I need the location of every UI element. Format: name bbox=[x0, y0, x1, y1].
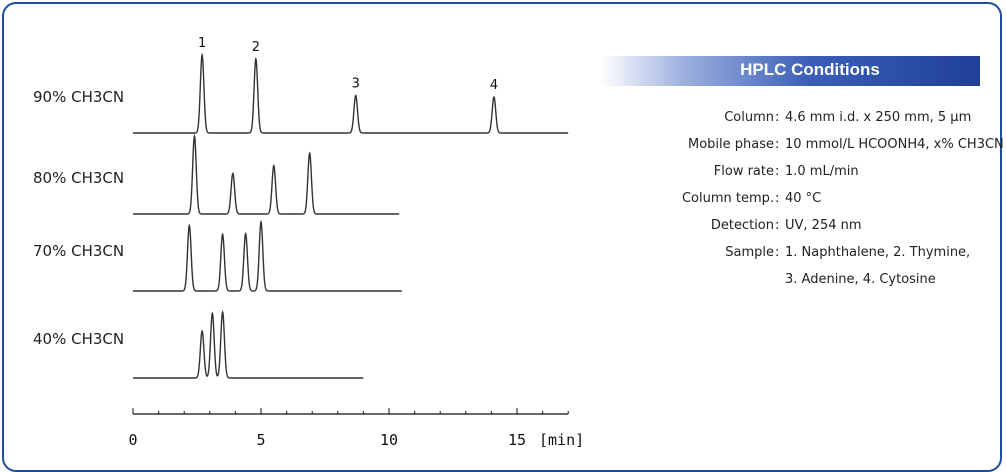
chromatogram-trace bbox=[133, 310, 364, 379]
x-tick-label: 0 bbox=[128, 431, 137, 449]
peak-number-label: 3 bbox=[352, 77, 360, 92]
conditions-title: HPLC Conditions bbox=[740, 60, 880, 79]
condition-value: 3. Adenine, 4. Cytosine bbox=[785, 272, 936, 287]
condition-row: Detection: UV, 254 nm bbox=[570, 218, 1000, 242]
peak-number-label: 1 bbox=[198, 36, 206, 51]
peak-number-label: 4 bbox=[490, 78, 498, 93]
condition-row: Column temp.:40 °C bbox=[570, 191, 1000, 215]
trace-group: 40% CH3CN bbox=[33, 310, 364, 379]
peak-number-label: 2 bbox=[252, 40, 260, 55]
condition-value: 40 °C bbox=[785, 191, 822, 206]
condition-value: 1. Naphthalene, 2. Thymine, bbox=[785, 245, 971, 260]
condition-row: Mobile phase:10 mmol/L HCOONH4, x% CH3CN bbox=[570, 137, 1004, 161]
trace-group: 90% CH3CN bbox=[33, 52, 569, 134]
condition-row: Flow rate:1.0 mL/min bbox=[570, 164, 1000, 188]
condition-colon: : bbox=[775, 110, 780, 125]
chromatogram-trace bbox=[133, 219, 402, 292]
chromatogram-trace bbox=[133, 52, 569, 134]
x-tick-label: 10 bbox=[380, 431, 398, 449]
condition-value: 4.6 mm i.d. x 250 mm, 5 μm bbox=[785, 110, 972, 125]
series-label: 80% CH3CN bbox=[33, 169, 124, 187]
condition-value: 10 mmol/L HCOONH4, x% CH3CN bbox=[785, 137, 1004, 152]
condition-row: 3. Adenine, 4. Cytosine bbox=[570, 272, 1000, 296]
condition-colon: : bbox=[775, 245, 780, 260]
x-tick-label: 15 bbox=[508, 431, 526, 449]
condition-key: Sample bbox=[725, 245, 774, 260]
series-label: 90% CH3CN bbox=[33, 88, 124, 106]
condition-key: Flow rate bbox=[713, 164, 774, 179]
chromatogram-trace bbox=[133, 133, 400, 215]
condition-colon: : bbox=[775, 191, 780, 206]
trace-group: 70% CH3CN bbox=[33, 219, 402, 292]
condition-key: Detection bbox=[710, 218, 774, 233]
condition-value: UV, 254 nm bbox=[785, 218, 862, 233]
x-tick-label: 5 bbox=[256, 431, 265, 449]
condition-key: Mobile phase bbox=[687, 137, 774, 152]
condition-key: Column temp. bbox=[681, 191, 774, 206]
condition-value: 1.0 mL/min bbox=[785, 164, 859, 179]
conditions-header: HPLC Conditions bbox=[600, 56, 980, 86]
series-label: 40% CH3CN bbox=[33, 330, 124, 348]
trace-group: 80% CH3CN bbox=[33, 133, 400, 215]
condition-key: Column bbox=[724, 110, 774, 125]
x-axis-unit: [min] bbox=[539, 431, 584, 449]
condition-row: Column:4.6 mm i.d. x 250 mm, 5 μm bbox=[570, 110, 1000, 134]
condition-colon: : bbox=[775, 164, 780, 179]
condition-colon: : bbox=[775, 218, 780, 233]
series-label: 70% CH3CN bbox=[33, 242, 124, 260]
condition-row: Sample:1. Naphthalene, 2. Thymine, bbox=[570, 245, 1000, 269]
condition-colon: : bbox=[775, 137, 780, 152]
